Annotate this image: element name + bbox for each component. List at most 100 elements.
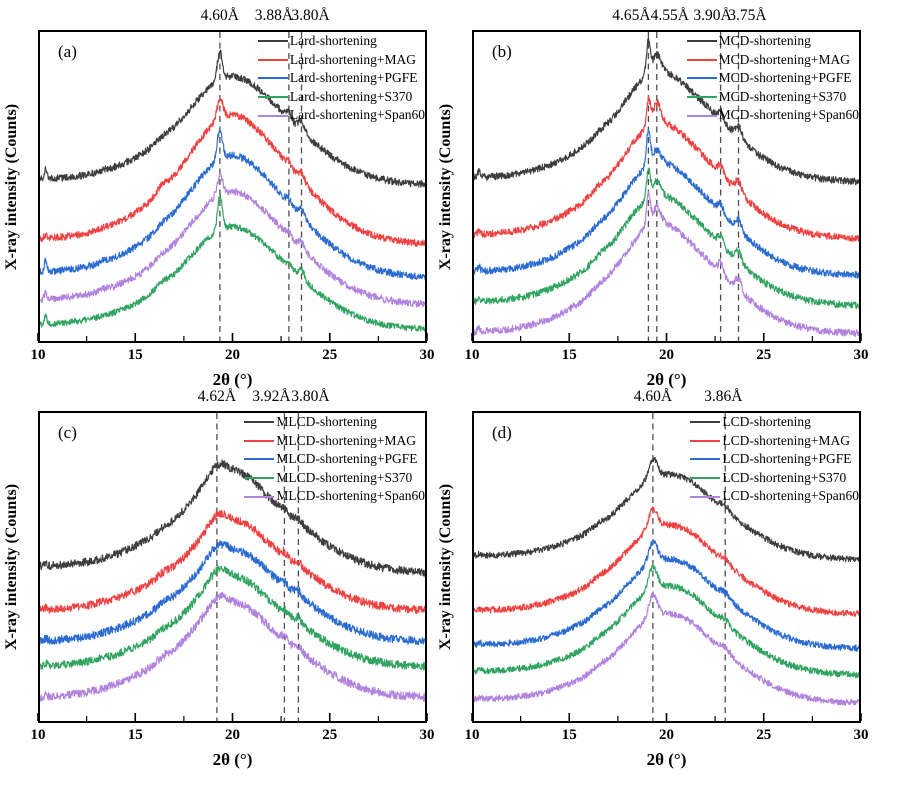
legend-label: MCD-shortening+PGFE xyxy=(718,70,852,86)
x-axis-tick-label: 25 xyxy=(322,347,338,363)
panel-c: (c) MLCD-shortening MLCD-shortening+MAG MLC… xyxy=(3,388,435,769)
d-spacing-annotation: 4.62Å xyxy=(197,388,237,405)
xrd-trace xyxy=(473,506,860,618)
x-axis-tick-label: 20 xyxy=(659,347,674,363)
legend-label: MLCD-shortening+Span60 xyxy=(276,488,425,504)
legend-item: Lard-shortening+PGFE xyxy=(257,69,425,88)
legend-item: MCD-shortening+PGFE xyxy=(686,69,859,88)
xrd-trace xyxy=(473,563,860,679)
xrd-trace xyxy=(473,128,860,279)
traces xyxy=(39,49,426,333)
d-spacing-annotation: 4.60Å xyxy=(633,388,673,405)
y-axis-label: X-ray intensity (Counts) xyxy=(437,483,454,651)
legend: Lard-shortening Lard-shortening+MAG Lard-s… xyxy=(257,32,425,125)
x-axis-tick-label: 30 xyxy=(853,727,869,743)
legend-label: MCD-shortening+MAG xyxy=(718,51,851,67)
panel-b: (b) MCD-shortening MCD-shortening+MAG MCD-s… xyxy=(437,7,869,389)
legend-line-swatch xyxy=(686,40,717,43)
legend-label: MCD-shortening+S370 xyxy=(718,88,847,104)
legend-label: MLCD-shortening+S370 xyxy=(276,469,413,485)
legend-item: Lard-shortening xyxy=(257,32,425,51)
xrd-trace xyxy=(39,459,426,577)
y-axis-label: X-ray intensity (Counts) xyxy=(3,483,20,651)
xrd-plot xyxy=(37,30,428,343)
x-axis-tick-label: 30 xyxy=(419,347,435,363)
d-spacing-annotation: 3.80Å xyxy=(291,7,330,24)
legend-item: MLCD-shortening+MAG xyxy=(244,432,425,451)
legend-item: MLCD-shortening+S370 xyxy=(244,469,425,488)
legend-item: Lard-shortening+Span60 xyxy=(257,106,425,125)
legend-line-swatch xyxy=(690,439,721,442)
legend-line-swatch xyxy=(686,58,717,61)
legend-line-swatch xyxy=(686,77,717,80)
legend-line-swatch xyxy=(686,114,717,117)
xrd-trace xyxy=(473,167,860,310)
legend-item: MCD-shortening+MAG xyxy=(686,51,859,70)
legend-line-swatch xyxy=(690,421,721,424)
legend-label: Lard-shortening+MAG xyxy=(289,51,416,67)
d-spacing-annotation: 4.60Å xyxy=(200,7,240,24)
legend-line-swatch xyxy=(690,458,721,461)
legend-label: MLCD-shortening+MAG xyxy=(276,432,416,448)
xrd-trace xyxy=(39,591,426,702)
legend-label: Lard-shortening+PGFE xyxy=(289,70,418,86)
legend-label: Lard-shortening+Span60 xyxy=(289,107,425,123)
legend-label: MCD-shortening xyxy=(718,33,811,48)
xrd-trace xyxy=(39,172,426,308)
xrd-plot xyxy=(471,411,862,723)
panel-letter: (b) xyxy=(492,42,512,61)
legend-line-swatch xyxy=(690,477,721,480)
legend: LCD-shortening LCD-shortening+MAG LCD-shor… xyxy=(690,413,859,506)
legend-label: MCD-shortening+Span60 xyxy=(718,107,859,123)
legend-label: LCD-shortening+S370 xyxy=(722,469,847,485)
x-axis-tick-label: 25 xyxy=(756,727,772,743)
panel-letter: (a) xyxy=(58,42,77,61)
legend-line-swatch xyxy=(257,77,288,80)
legend-item: LCD-shortening+PGFE xyxy=(690,450,859,469)
xrd-plot xyxy=(471,30,862,343)
x-axis-tick-label: 30 xyxy=(853,347,869,363)
xrd-trace xyxy=(473,539,860,652)
panel-a: (a) Lard-shortening Lard-shortening+MAG Lar… xyxy=(3,7,435,389)
x-axis-tick-label: 10 xyxy=(464,727,480,743)
x-axis-tick-label: 30 xyxy=(419,727,435,743)
panel-letter: (c) xyxy=(58,423,77,442)
x-axis-tick-label: 10 xyxy=(464,347,480,363)
legend-label: LCD-shortening xyxy=(722,414,811,429)
x-axis-tick-label: 20 xyxy=(659,727,674,743)
legend-item: MLCD-shortening+PGFE xyxy=(244,450,425,469)
d-spacing-annotation: 3.90Å xyxy=(693,7,732,24)
legend-item: LCD-shortening xyxy=(690,413,859,432)
legend-line-swatch xyxy=(690,495,721,498)
x-axis-tick-label: 25 xyxy=(322,727,338,743)
panel-d: (d) LCD-shortening LCD-shortening+MAG LCD-s… xyxy=(437,388,869,769)
plot-border xyxy=(38,411,427,723)
legend-line-swatch xyxy=(244,458,275,461)
legend-item: LCD-shortening+S370 xyxy=(690,469,859,488)
xrd-trace xyxy=(39,129,426,281)
legend-item: MCD-shortening+S370 xyxy=(686,88,859,107)
legend-item: LCD-shortening+MAG xyxy=(690,432,859,451)
legend-line-swatch xyxy=(686,96,717,99)
plot-border xyxy=(472,30,861,343)
x-axis-label: 2θ (°) xyxy=(212,750,253,769)
plot-border xyxy=(472,411,861,723)
xrd-trace xyxy=(39,565,426,671)
xrd-trace xyxy=(473,191,860,337)
legend: MLCD-shortening MLCD-shortening+MAG MLCD-s… xyxy=(244,413,425,506)
xrd-trace xyxy=(39,49,426,188)
x-axis-label: 2θ (°) xyxy=(212,370,253,389)
xrd-trace xyxy=(473,37,860,186)
xrd-trace xyxy=(39,510,426,614)
y-axis-label: X-ray intensity (Counts) xyxy=(437,103,454,270)
traces xyxy=(473,37,860,337)
legend-line-swatch xyxy=(257,58,288,61)
x-axis-tick-label: 15 xyxy=(127,347,143,363)
x-axis-label: 2θ (°) xyxy=(646,750,687,769)
x-axis-tick-label: 10 xyxy=(30,347,46,363)
x-axis-tick-label: 25 xyxy=(756,347,772,363)
xrd-trace xyxy=(473,95,860,242)
legend-label: LCD-shortening+PGFE xyxy=(722,451,852,467)
x-axis-tick-label: 20 xyxy=(225,727,240,743)
xrd-trace xyxy=(39,193,426,333)
